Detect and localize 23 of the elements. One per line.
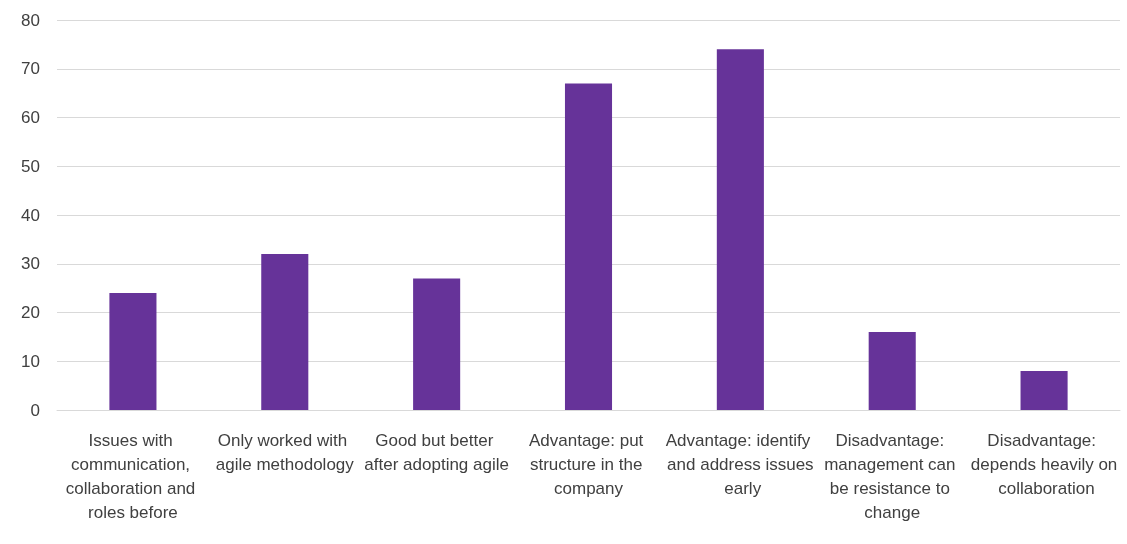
x-tick-label: Disadvantage: depends heavily on collaboration xyxy=(970,430,1118,498)
y-tick-label: 80 xyxy=(21,10,40,30)
y-tick-label: 60 xyxy=(21,108,40,127)
bar xyxy=(413,278,461,410)
y-tick-label: 20 xyxy=(21,303,40,322)
x-tick-label: Advantage: identify and address issues early xyxy=(665,430,816,498)
bar xyxy=(1020,371,1068,410)
y-tick-label: 40 xyxy=(21,205,40,225)
y-tick-label: 70 xyxy=(21,59,40,79)
y-tick-label: 0 xyxy=(30,400,40,420)
x-tick-label: Disadvantage: management can be resistance to change xyxy=(824,430,961,522)
bar xyxy=(109,293,157,410)
x-tick-label: Only worked with agile methodology xyxy=(215,430,355,474)
y-tick-label: 30 xyxy=(21,254,40,274)
bar xyxy=(716,49,764,410)
x-tick-label: Good but better after adopting agile xyxy=(364,430,509,474)
bar xyxy=(564,83,613,410)
y-tick-label: 10 xyxy=(21,351,40,371)
bar xyxy=(261,254,309,410)
x-tick-label: Advantage: put structure in the company xyxy=(528,430,649,498)
bar xyxy=(868,332,916,410)
x-tick-label: Issues with communication, collaboration and roles before xyxy=(65,430,201,522)
y-tick-label: 50 xyxy=(21,156,40,176)
